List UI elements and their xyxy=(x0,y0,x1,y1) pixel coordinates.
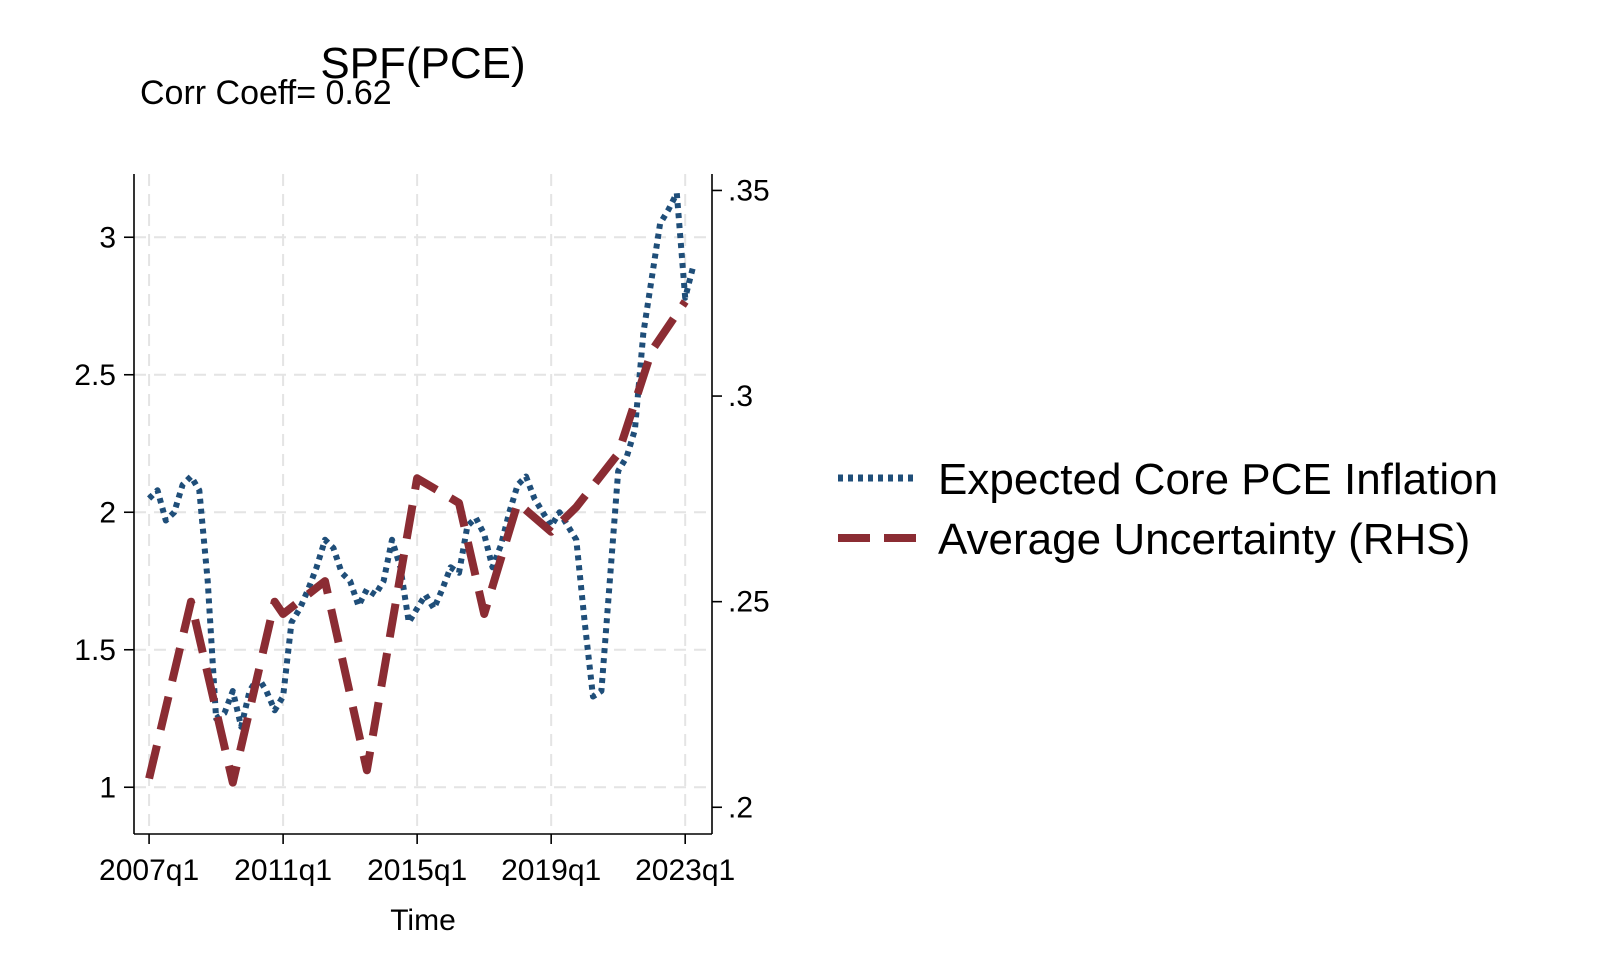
x-tick-label: 2011q1 xyxy=(234,854,332,887)
chart-subtitle: Corr Coeff= 0.62 xyxy=(140,74,392,112)
y-left-tick-label: 1.5 xyxy=(74,634,116,667)
x-tick-label: 2019q1 xyxy=(501,854,601,887)
y-left-tick-label: 1 xyxy=(99,771,116,804)
y-right-tick-label: .2 xyxy=(728,791,753,824)
y-left-tick-label: 2.5 xyxy=(74,359,116,392)
chart-title: SPF(PCE) xyxy=(320,39,525,88)
axes xyxy=(133,174,713,835)
series-line-expected-inflation xyxy=(147,190,697,730)
series-line-average-uncertainty xyxy=(145,299,689,787)
x-tick-label: 2015q1 xyxy=(367,854,467,887)
legend-label-expected-inflation: Expected Core PCE Inflation xyxy=(938,455,1498,504)
y-right-tick-label: .35 xyxy=(728,174,770,207)
tick-labels: 2007q1 2011q1 2015q1 2019q1 2023q1 1 1.5 2 2.5 3.… xyxy=(74,174,769,887)
x-tick-label: 2007q1 xyxy=(99,854,199,887)
y-right-tick-label: .25 xyxy=(728,586,770,619)
y-left-tick-label: 3 xyxy=(99,221,116,254)
y-left-tick-label: 2 xyxy=(99,496,116,529)
x-tick-label: 2023q1 xyxy=(635,854,735,887)
series-lines xyxy=(145,190,697,787)
legend: Expected Core PCE Inflation Average Unce… xyxy=(838,455,1498,564)
legend-label-average-uncertainty: Average Uncertainty (RHS) xyxy=(938,515,1470,564)
y-right-tick-label: .3 xyxy=(728,380,753,413)
x-axis-label: Time xyxy=(390,904,456,937)
